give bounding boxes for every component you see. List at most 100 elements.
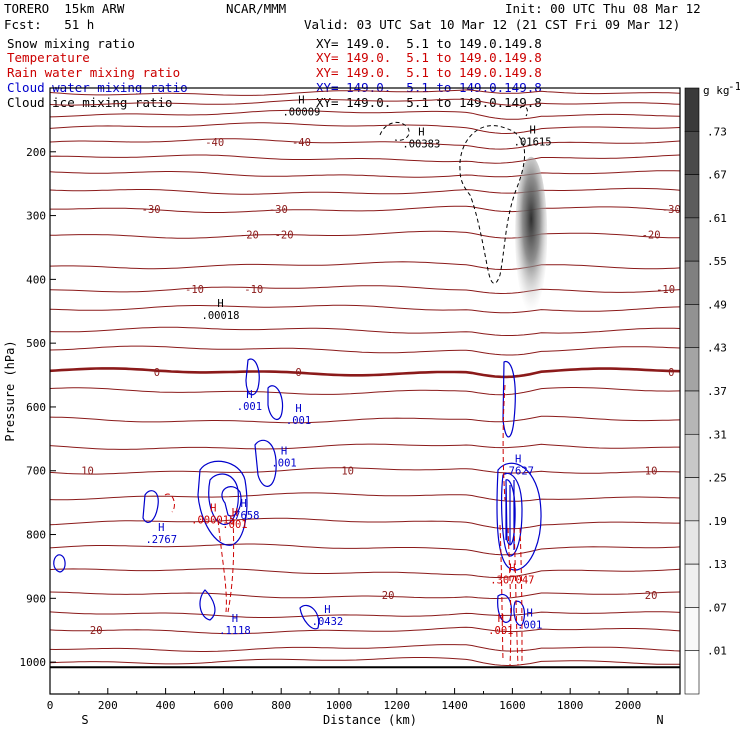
max-value-label: .001 [286,415,311,427]
cloud-water-contour [245,358,260,396]
colorbar-swatch [684,260,700,305]
y-tick-label: 400 [26,273,46,286]
temperature-contour-label: -20 [275,230,294,242]
x-tick-label: 1000 [326,699,353,712]
rain-water-contour [499,524,523,666]
colorbar-swatch [684,520,700,565]
temperature-contour [50,644,680,652]
x-tick-label: 1400 [441,699,468,712]
cloud-water-contour [496,462,542,571]
max-value-label: .001 [237,401,262,413]
colorbar-label: .07 [707,601,727,614]
y-tick-label: 500 [26,337,46,350]
x-axis-title: Distance (km) [323,713,417,727]
axes: 0 200 400 600 800 1000 1200 1400 1600 1800 2000200… [20,146,658,712]
temperature-contour [50,170,680,178]
rain-water-contour [217,519,235,613]
temperature-contour-label: -30 [142,204,161,216]
colorbar-swatch [684,87,700,132]
x-tick-label: 1200 [384,699,411,712]
max-marker: H [527,607,533,619]
plot-area [50,89,680,669]
x-tick-label: 0 [47,699,54,712]
x-tick-label: 200 [98,699,118,712]
cloud-water-contour [53,554,66,573]
temperature-contour-label: 20 [90,625,103,637]
max-value-label: .307047 [490,575,534,587]
max-marker: H [515,454,521,466]
cloud-water-contour [505,479,516,546]
colorbar-label: .67 [707,169,727,182]
temperature-contour [50,517,680,530]
y-tick-label: 700 [26,465,46,478]
plot-frame [49,87,681,695]
legend-name: Temperature [7,50,90,65]
temperature-contour [50,467,680,475]
model-title: TORERO 15km ARW [4,1,125,16]
cloud-water-contour [254,439,277,487]
max-value-label: .0432 [312,616,344,628]
temperature-contour [50,304,680,314]
max-marker: H [509,563,515,575]
center-name: NCAR/MMM [226,1,287,16]
colorbar-swatch [684,347,700,392]
colorbar: .73 .67 .61 .55 .49 .43 .37 .31 .25 .19 .13 .07 .01 g… [684,80,740,695]
cloud-water-contour [221,486,242,517]
x-tick-label: 1600 [499,699,526,712]
max-value-label: .01615 [514,136,552,148]
temperature-contour [50,657,680,666]
cloud-water-contour [497,593,512,623]
max-value-label: .001 [517,619,542,631]
colorbar-label: .37 [707,385,727,398]
max-value-label: .7658 [228,510,260,522]
temperature-contour-label: 0 [668,367,674,379]
temperature-contour [50,387,680,396]
legend-name: Rain water mixing ratio [7,65,181,80]
temperature-contour [50,285,680,295]
cloud-water-contour [502,361,516,438]
temperature-contour-label: -40 [205,137,224,149]
temperature-contour [50,122,680,135]
colorbar-swatch [684,130,700,175]
y-tick-label: 300 [26,210,46,223]
max-marker: H [246,389,252,401]
cloud-water-contour [299,604,320,630]
temperature-contour [50,415,680,424]
max-marker: H [232,507,238,519]
temperature-contours [50,89,680,669]
legend-xy: XY= 149.0. 5.1 to 149.0.149.8 [316,36,542,51]
temperature-contour [50,543,680,556]
x-tick-label: 800 [271,699,291,712]
colorbar-label: .73 [707,125,727,138]
rain-water-contour [164,493,175,513]
temperature-contour [50,187,680,195]
colorbar-swatch [684,174,700,219]
x-tick-label: 1800 [557,699,584,712]
cloud-water-contour [199,589,216,621]
max-marker: H [498,613,504,625]
colorbar-unit-exponent: -1 [728,80,740,93]
temperature-contour [50,109,680,120]
contour-labels: -40 -40 -30 -30 -30 -20 -20 -20 -10 -10 -10 0 0 0 10 10… [81,94,681,637]
temperature-contour-label: 10 [645,466,658,478]
x-tick-label: 600 [213,699,233,712]
temperature-contour-label: -40 [292,137,311,149]
temperature-contour [50,626,680,635]
mixing-ratio-contours [53,105,548,666]
temperature-contour-label: -20 [642,230,661,242]
temperature-contour [50,138,680,150]
cloud-ice-contour [379,121,410,141]
max-value-label: .00009 [282,106,320,118]
y-tick-label: 200 [26,146,46,159]
temperature-contour-label: 0 [295,367,301,379]
max-marker: H [217,298,223,310]
max-value-label: .00383 [402,138,440,150]
temperature-contour [50,154,680,164]
temperature-contour-label: 0 [154,367,160,379]
y-tick-label: 1000 [20,656,47,669]
colorbar-label: .49 [707,298,727,311]
temperature-contour-label: -30 [269,204,288,216]
legend-name: Snow mixing ratio [7,36,135,51]
colorbar-swatch [684,390,700,435]
